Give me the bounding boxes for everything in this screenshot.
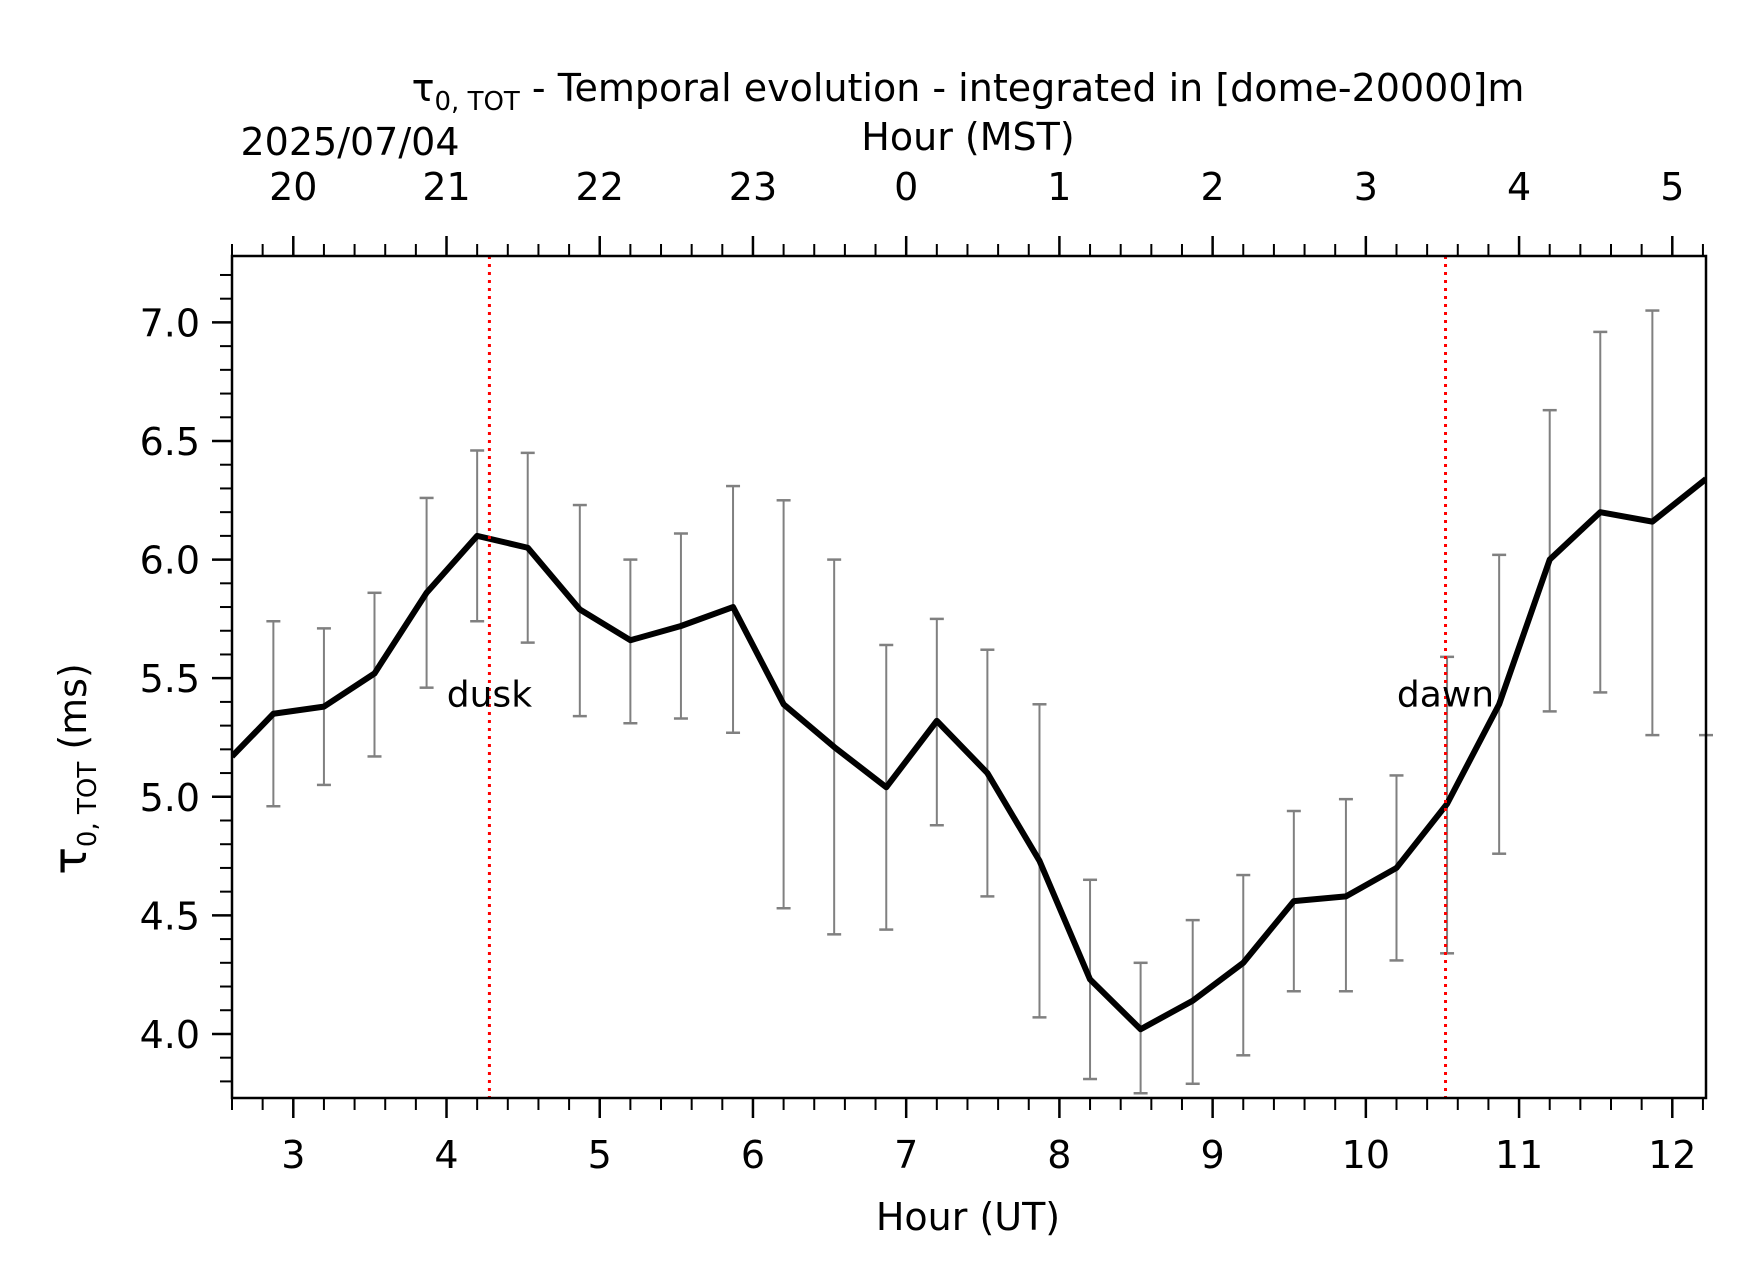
x-tick-label: 11 <box>1495 1133 1543 1177</box>
top-tick-label: 3 <box>1354 165 1378 209</box>
x-tick-label: 6 <box>741 1133 765 1177</box>
annotation-label-dusk: dusk <box>447 675 532 716</box>
top-tick-label: 20 <box>269 165 317 209</box>
x-axis-label: Hour (UT) <box>876 1195 1060 1239</box>
x-tick-label: 5 <box>588 1133 612 1177</box>
top-tick-label: 22 <box>576 165 624 209</box>
chart-title-subscript: 0, TOT <box>435 87 520 117</box>
top-tick-label: 23 <box>729 165 777 209</box>
y-tick-label: 6.0 <box>140 539 200 583</box>
chart-title-symbol: τ <box>412 66 435 110</box>
y-tick-label: 5.5 <box>140 657 200 701</box>
top-tick-label: 0 <box>894 165 918 209</box>
top-tick-label: 2 <box>1201 165 1225 209</box>
top-tick-label: 5 <box>1660 165 1684 209</box>
x-tick-label: 7 <box>894 1133 918 1177</box>
y-tick-label: 6.5 <box>140 420 200 464</box>
top-tick-label: 21 <box>422 165 470 209</box>
y-axis-label-unit: (ms) <box>51 663 95 762</box>
y-axis-label-symbol: τ <box>43 847 97 875</box>
top-tick-label: 4 <box>1507 165 1531 209</box>
annotation-label-dawn: dawn <box>1397 675 1494 716</box>
chart-title-text: - Temporal evolution - integrated in [do… <box>520 66 1525 110</box>
top-tick-label: 1 <box>1047 165 1071 209</box>
x-tick-label: 9 <box>1201 1133 1225 1177</box>
x-tick-label: 3 <box>281 1133 305 1177</box>
date-label: 2025/07/04 <box>240 120 459 164</box>
y-tick-label: 7.0 <box>140 301 200 345</box>
y-tick-label: 5.0 <box>140 776 200 820</box>
x-tick-label: 12 <box>1648 1133 1696 1177</box>
y-tick-label: 4.5 <box>140 894 200 938</box>
chart-title: τ0, TOT - Temporal evolution - integrate… <box>412 66 1525 117</box>
y-axis-label-subscript: 0, TOT <box>73 762 103 847</box>
y-tick-label: 4.0 <box>140 1013 200 1057</box>
top-axis-label: Hour (MST) <box>861 115 1074 159</box>
x-tick-label: 8 <box>1047 1133 1071 1177</box>
x-tick-label: 4 <box>434 1133 458 1177</box>
x-tick-label: 10 <box>1342 1133 1390 1177</box>
series-line <box>232 476 1706 1033</box>
y-axis-label: τ0, TOT (ms) <box>43 663 103 875</box>
